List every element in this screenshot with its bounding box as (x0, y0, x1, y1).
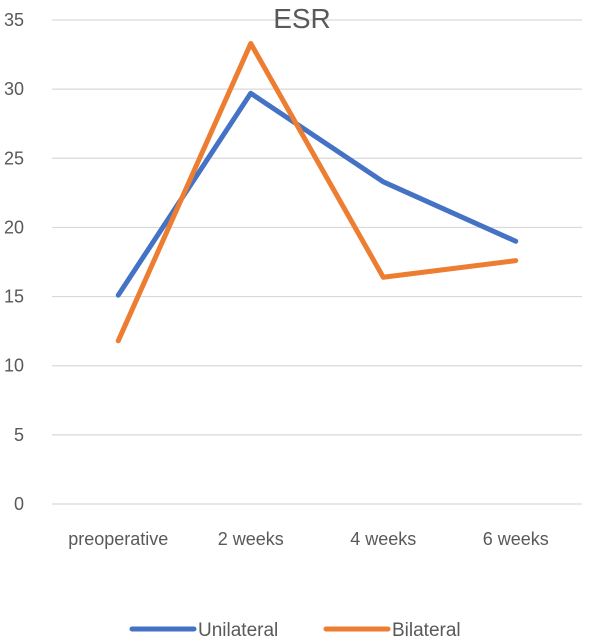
y-tick-label: 0 (14, 494, 24, 514)
y-axis-tick-labels: 0 5 10 15 20 25 30 35 (4, 10, 24, 514)
y-tick-label: 15 (4, 287, 24, 307)
chart-title: ESR (273, 3, 331, 34)
legend: Unilateral Bilateral (129, 620, 461, 641)
y-tick-label: 5 (14, 425, 24, 445)
x-tick-label: 2 weeks (218, 529, 284, 549)
x-tick-label: preoperative (68, 529, 168, 549)
legend-label-bilateral: Bilateral (392, 620, 461, 641)
x-tick-label: 6 weeks (483, 529, 549, 549)
y-tick-label: 35 (4, 10, 24, 30)
series-lines (115, 41, 519, 344)
x-axis-tick-labels: preoperative 2 weeks 4 weeks 6 weeks (68, 529, 549, 549)
y-tick-label: 10 (4, 356, 24, 376)
legend-label-unilateral: Unilateral (198, 620, 278, 641)
x-tick-label: 4 weeks (350, 529, 416, 549)
series-line-unilateral (115, 90, 519, 298)
series-line-bilateral (115, 41, 519, 344)
y-tick-label: 25 (4, 148, 24, 168)
y-tick-label: 20 (4, 217, 24, 237)
y-tick-label: 30 (4, 79, 24, 99)
